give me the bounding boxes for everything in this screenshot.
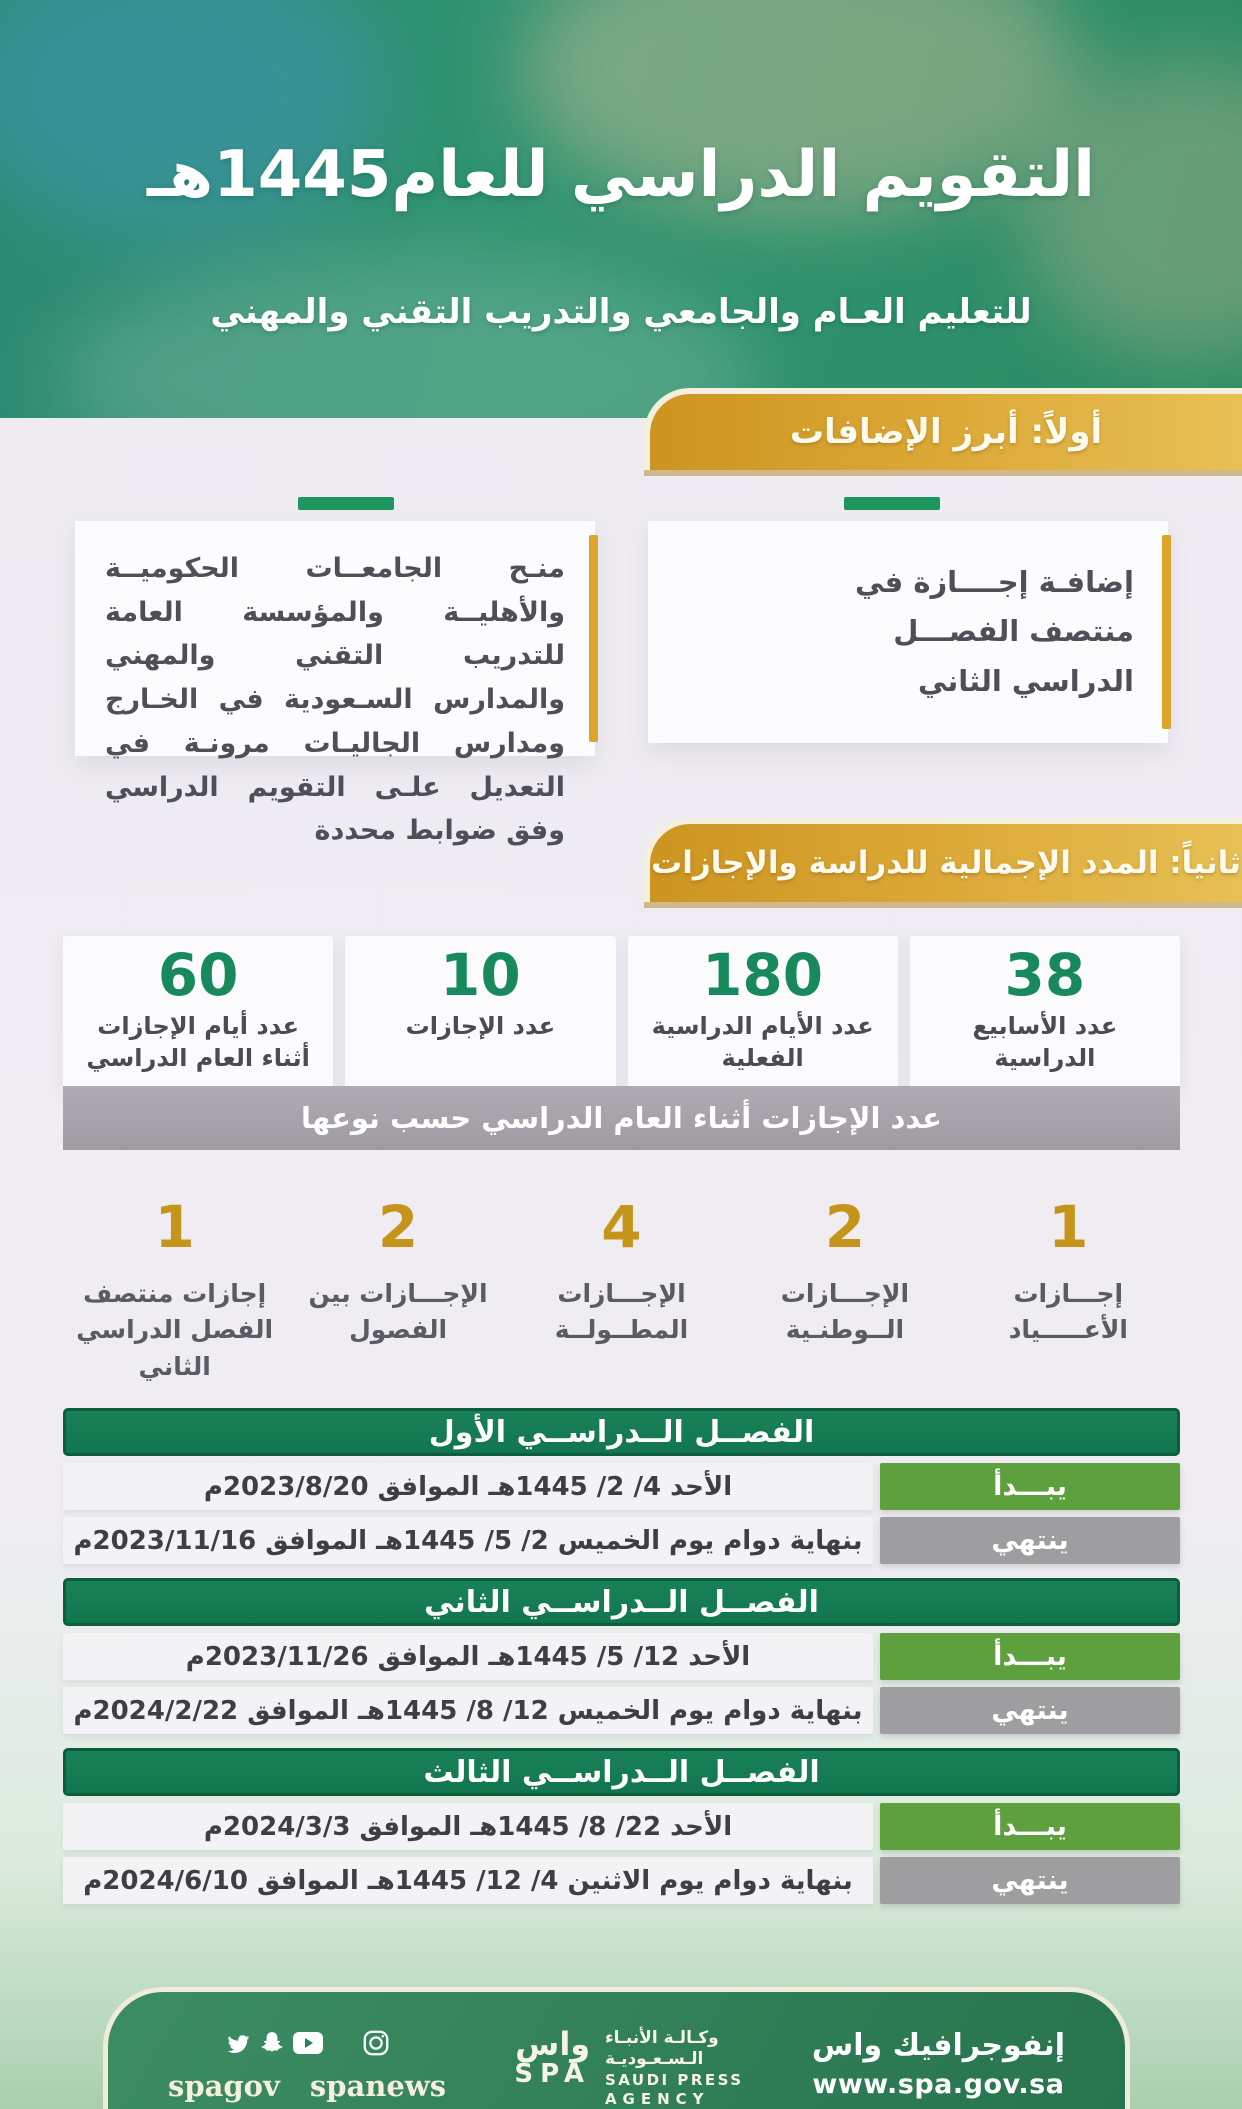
semester-1-table: الفصــل الــدراســي الأول يبـــدأ الأحد … [63, 1408, 1180, 1564]
page-subtitle: للتعليم العـام والجامعي والتدريب التقني … [210, 292, 1032, 332]
stat-label: عدد الإجازات [405, 1011, 556, 1040]
totals-stats-row: 38 عدد الأسابيع الدراسية 180 عدد الأيام … [63, 936, 1180, 1088]
addition-card-text: إضافـة إجــــازة في منتصف الفصـــل الدرا… [854, 565, 1134, 698]
stat-value: 38 [1004, 941, 1086, 1009]
start-label: يبـــدأ [880, 1463, 1180, 1510]
stat-label: عدد الأيام الدراسية الفعلية [651, 1011, 874, 1073]
holiday-label: الإجـــازات بين الفصول [308, 1279, 488, 1345]
holiday-label: إجازات منتصف الفصل الدراسي الثاني [76, 1279, 274, 1381]
agency-name-arabic-line1: وكـالـة الأنبـاء [604, 2028, 719, 2048]
stat-value: 180 [702, 941, 824, 1009]
end-date: بنهاية دوام يوم الاثنين 4/ 12/ 1445هـ ال… [63, 1857, 873, 1904]
table-row: ينتهي بنهاية دوام يوم الاثنين 4/ 12/ 144… [63, 1857, 1180, 1904]
photo-blob-paper [60, 250, 760, 418]
youtube-icon[interactable] [293, 2032, 324, 2058]
table-row: يبـــدأ الأحد 22/ 8/ 1445هـ الموافق 2024… [63, 1803, 1180, 1850]
start-date: الأحد 22/ 8/ 1445هـ الموافق 2024/3/3م [63, 1803, 873, 1850]
website-link[interactable]: www.spa.gov.sa [812, 2069, 1065, 2100]
section-additions-title: أولاً: أبرز الإضافات [789, 412, 1103, 452]
stat-label: عدد الأسابيع الدراسية [972, 1011, 1118, 1073]
table-row: يبـــدأ الأحد 4/ 2/ 1445هـ الموافق 2023/… [63, 1463, 1180, 1510]
spa-logo-wordmark: وكـالـة الأنبـاء الـسـعـوديـة SAUDI PRES… [605, 2028, 744, 2109]
stat-label: عدد أيام الإجازات أثناء العام الدراسي [86, 1011, 310, 1073]
addition-card-flexibility: منـح الجامعــات الحكوميــة والأهليــة وا… [75, 521, 598, 846]
instagram-icon[interactable] [361, 2028, 391, 2062]
gold-stripe-decoration [589, 535, 598, 742]
end-label: ينتهي [880, 1857, 1180, 1904]
semester-title: الفصــل الــدراســي الثاني [424, 1584, 819, 1620]
green-dash-decoration [844, 497, 940, 510]
table-row: يبـــدأ الأحد 12/ 5/ 1445هـ الموافق 2023… [63, 1633, 1180, 1680]
agency-name-english-line2: AGENCY [604, 2090, 710, 2108]
hero-photo: التقويم الدراسي للعام1445هـ للتعليم العـ… [0, 0, 1242, 418]
holiday-types-banner: عدد الإجازات أثناء العام الدراسي حسب نوع… [63, 1086, 1180, 1150]
semester-1-header: الفصــل الــدراســي الأول [63, 1408, 1180, 1456]
holiday-types-row: 1 إجـــازات الأعـــــياد 2 الإجـــازات ا… [63, 1198, 1180, 1385]
holiday-type-extended: 4 الإجـــازات المطــولــة [510, 1198, 733, 1385]
spa-logo-mark: واس SPA [514, 2028, 593, 2090]
handle-spagov[interactable]: spagov [168, 2069, 280, 2103]
end-date: بنهاية دوام يوم الخميس 12/ 8/ 1445هـ الم… [63, 1687, 873, 1734]
stat-card-holidays-count: 10 عدد الإجازات [345, 936, 616, 1088]
semester-3-table: الفصــل الــدراســي الثالث يبـــدأ الأحد… [63, 1748, 1180, 1904]
holiday-label: الإجـــازات الــوطنـية [780, 1279, 910, 1345]
section-totals-title: ثانياً: المدد الإجمالية للدراسة والإجازا… [651, 845, 1241, 881]
semester-2-table: الفصــل الــدراســي الثاني يبـــدأ الأحد… [63, 1578, 1180, 1734]
semester-3-header: الفصــل الــدراســي الثالث [63, 1748, 1180, 1796]
spa-logo-was-text: واس [515, 2025, 591, 2063]
addition-card-midyear-holiday: إضافـة إجــــازة في منتصف الفصـــل الدرا… [648, 521, 1171, 743]
footer-bar: إنفوجرافيك واس www.spa.gov.sa واس SPA وك… [103, 1987, 1130, 2109]
spa-logo-spa-text: SPA [514, 2059, 591, 2089]
holiday-type-mid-second-semester: 1 إجازات منتصف الفصل الدراسي الثاني [63, 1198, 286, 1385]
holiday-type-national: 2 الإجـــازات الــوطنـية [733, 1198, 956, 1385]
holiday-label: الإجـــازات المطــولــة [554, 1279, 689, 1345]
section-additions-header: أولاً: أبرز الإضافات [644, 388, 1242, 470]
start-date: الأحد 12/ 5/ 1445هـ الموافق 2023/11/26م [63, 1633, 873, 1680]
stat-value: 60 [157, 941, 239, 1009]
twitter-icon[interactable] [223, 2031, 251, 2059]
holiday-type-between-semesters: 2 الإجـــازات بين الفصول [286, 1198, 509, 1385]
holiday-label: إجـــازات الأعـــــياد [1008, 1279, 1128, 1345]
holiday-count: 2 [377, 1193, 419, 1261]
end-label: ينتهي [880, 1687, 1180, 1734]
spa-logo: واس SPA وكـالـة الأنبـاء الـسـعـوديـة SA… [514, 2028, 743, 2109]
stat-value: 10 [440, 941, 521, 1009]
agency-name-arabic-line2: الـسـعـوديـة [604, 2049, 704, 2070]
addition-card-text: منـح الجامعــات الحكوميــة والأهليــة وا… [105, 553, 565, 847]
holiday-count: 1 [154, 1193, 195, 1261]
end-date: بنهاية دوام يوم الخميس 2/ 5/ 1445هـ المو… [63, 1517, 873, 1564]
holiday-count: 4 [601, 1193, 642, 1261]
end-label: ينتهي [880, 1517, 1180, 1564]
semester-title: الفصــل الــدراســي الثالث [423, 1754, 820, 1790]
snapchat-icon[interactable] [259, 2030, 285, 2060]
holiday-count: 1 [1048, 1193, 1089, 1261]
social-handles-row: spagov spanews [168, 2069, 446, 2103]
start-label: يبـــدأ [880, 1803, 1180, 1850]
holiday-count: 2 [824, 1193, 866, 1261]
stat-card-weeks: 38 عدد الأسابيع الدراسية [909, 936, 1180, 1088]
footer-social-block: spagov spanews [168, 2028, 446, 2103]
gold-stripe-decoration [1162, 535, 1171, 729]
infographic-label: إنفوجرافيك واس [811, 2028, 1065, 2063]
green-dash-decoration [298, 497, 394, 510]
social-icons-row [223, 2028, 391, 2062]
semester-2-header: الفصــل الــدراســي الثاني [63, 1578, 1180, 1626]
stat-card-holiday-days: 60 عدد أيام الإجازات أثناء العام الدراسي [63, 936, 334, 1088]
holiday-type-eids: 1 إجـــازات الأعـــــياد [957, 1198, 1180, 1385]
footer-infographic-block: إنفوجرافيك واس www.spa.gov.sa [812, 2028, 1065, 2100]
start-date: الأحد 4/ 2/ 1445هـ الموافق 2023/8/20م [63, 1463, 873, 1510]
agency-name-english-line1: SAUDI PRESS [604, 2070, 744, 2089]
table-row: ينتهي بنهاية دوام يوم الخميس 12/ 8/ 1445… [63, 1687, 1180, 1734]
start-label: يبـــدأ [880, 1633, 1180, 1680]
semester-title: الفصــل الــدراســي الأول [428, 1414, 815, 1450]
holiday-types-banner-text: عدد الإجازات أثناء العام الدراسي حسب نوع… [301, 1101, 942, 1135]
page-title: التقويم الدراسي للعام1445هـ [146, 138, 1096, 212]
stat-card-school-days: 180 عدد الأيام الدراسية الفعلية [627, 936, 898, 1088]
table-row: ينتهي بنهاية دوام يوم الخميس 2/ 5/ 1445ه… [63, 1517, 1180, 1564]
handle-spanews[interactable]: spanews [309, 2069, 447, 2103]
section-totals-header: ثانياً: المدد الإجمالية للدراسة والإجازا… [644, 818, 1242, 902]
